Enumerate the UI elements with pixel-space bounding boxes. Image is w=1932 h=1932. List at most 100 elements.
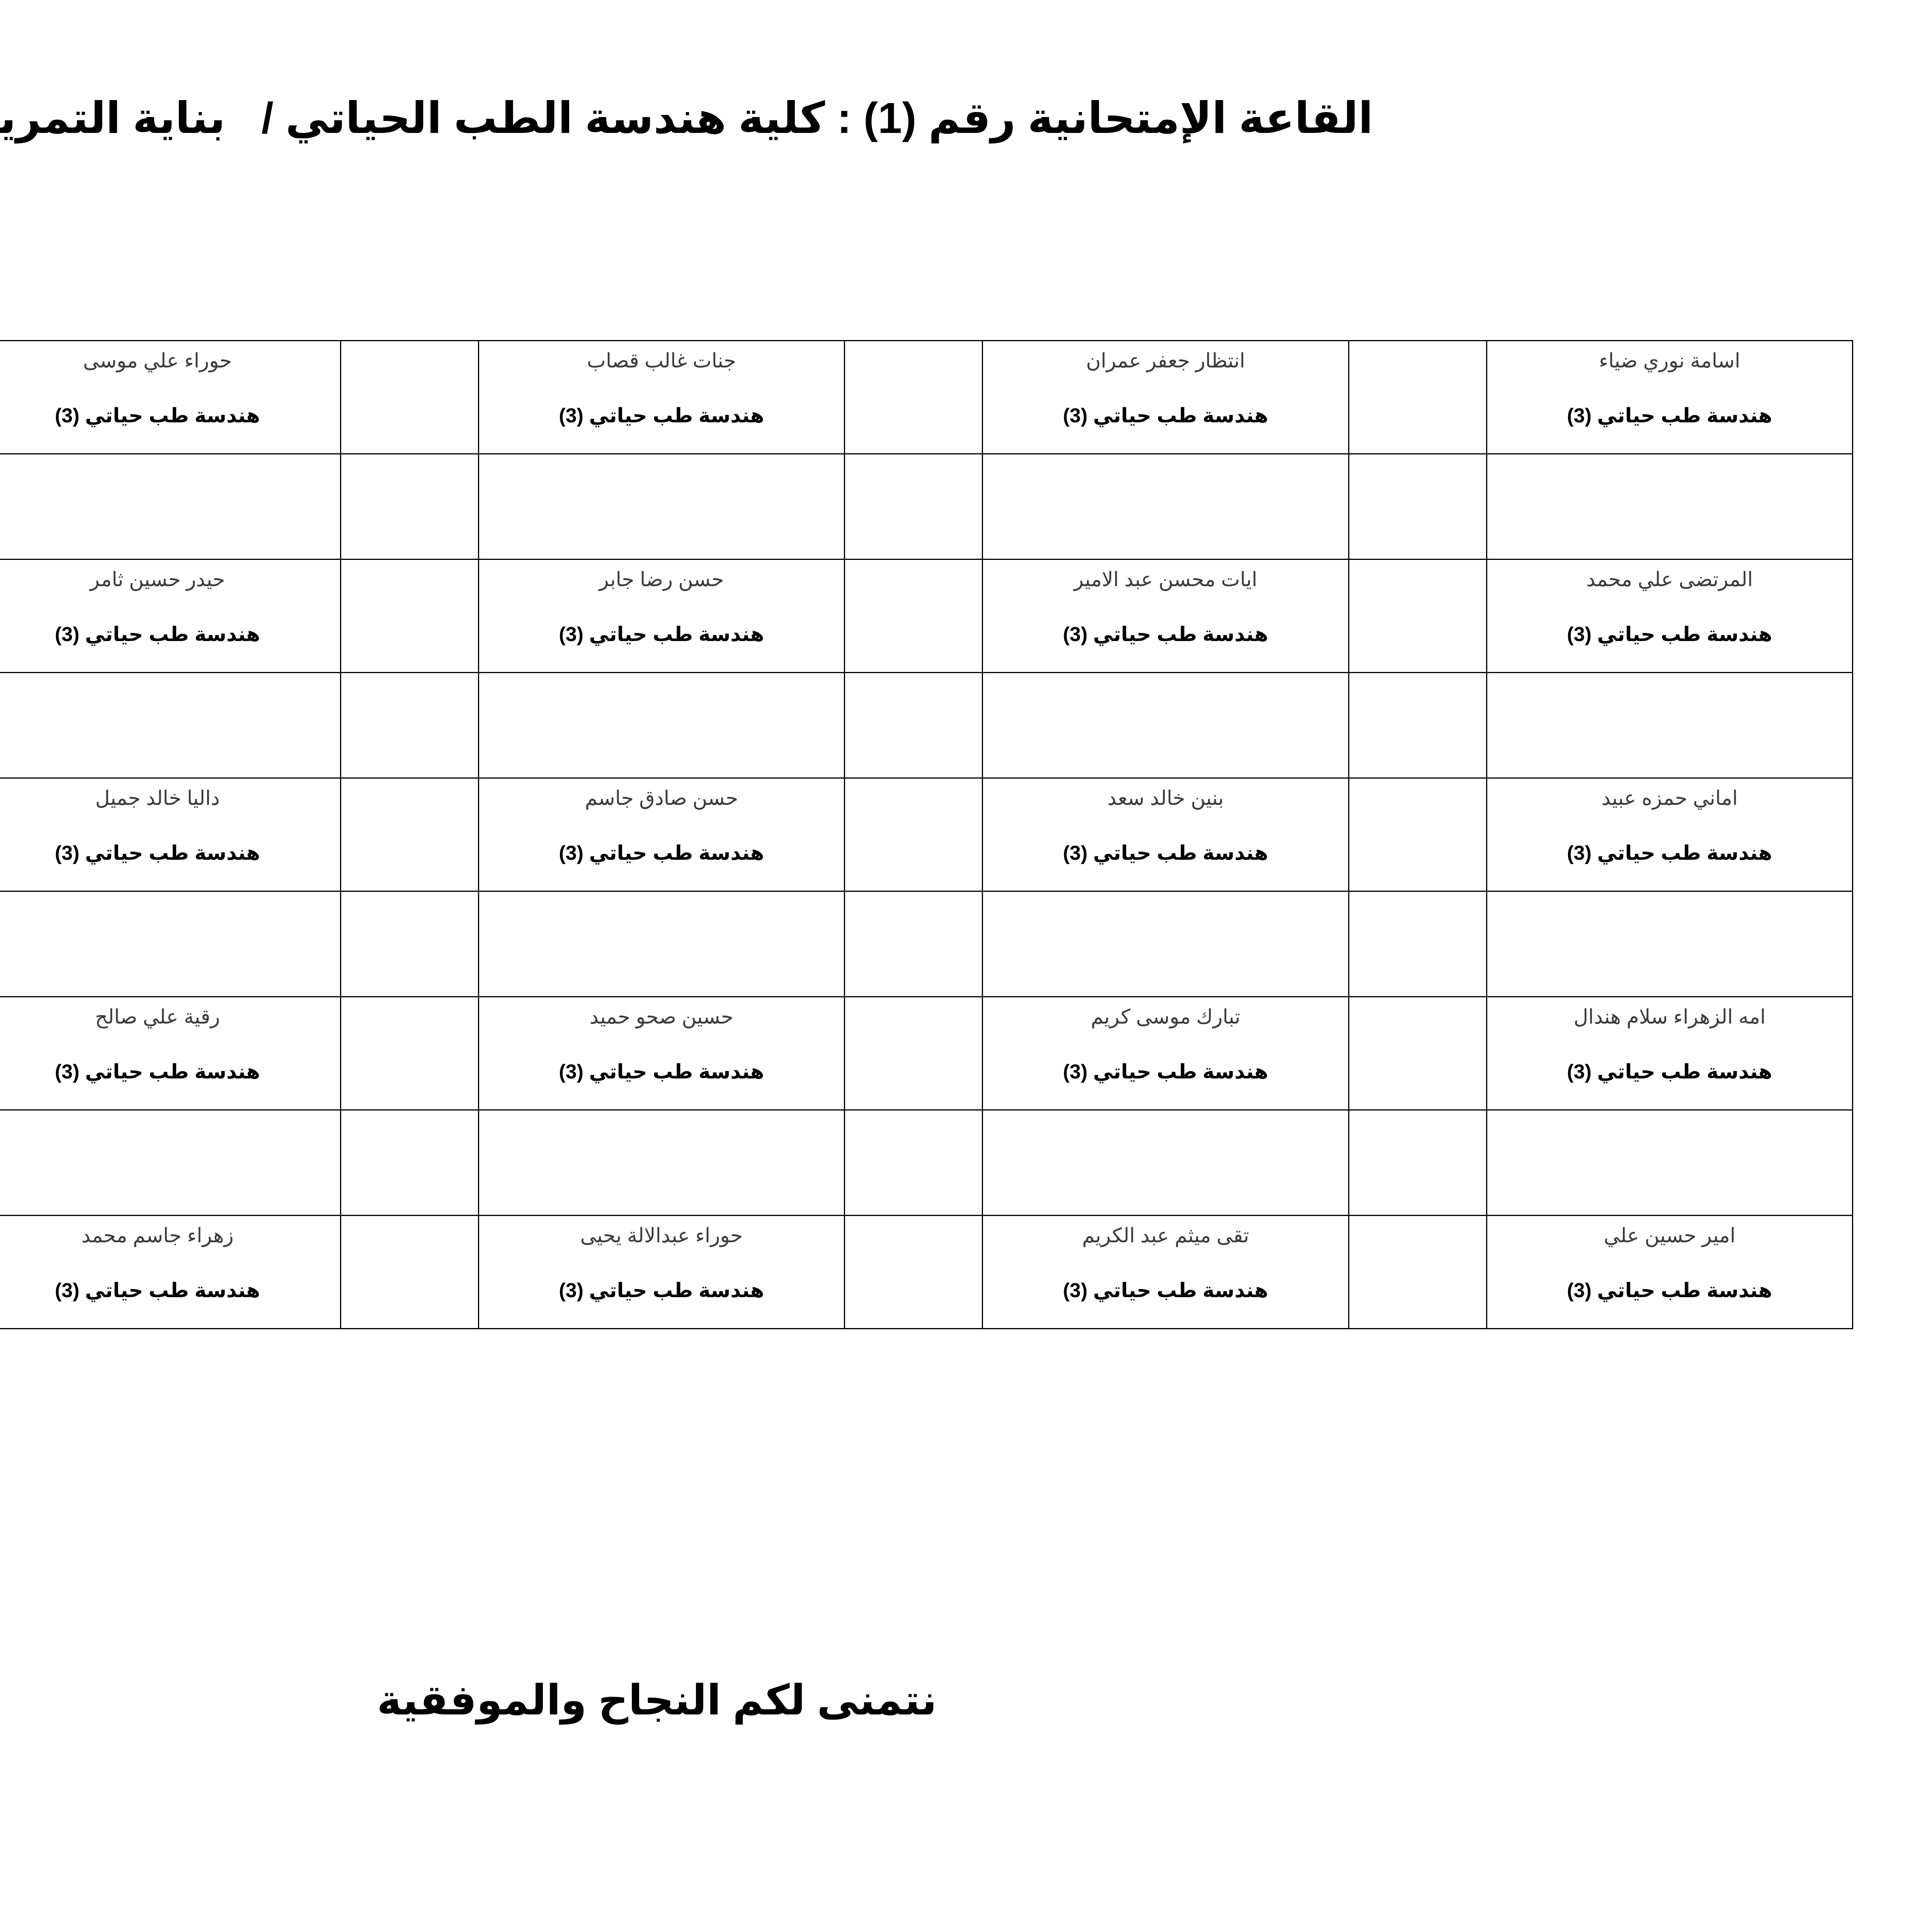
student-department: هندسة طب حياتي (3) bbox=[559, 842, 764, 864]
table-row: اماني حمزه عبيد هندسة طب حياتي (3) بنين … bbox=[0, 777, 1854, 892]
empty-cell bbox=[1486, 1109, 1854, 1216]
gap-cell bbox=[1348, 672, 1487, 779]
seating-table-body: اسامة نوري ضياء هندسة طب حياتي (3) انتظا… bbox=[0, 340, 1854, 1329]
gap-cell bbox=[340, 1215, 479, 1329]
table-row: اسامة نوري ضياء هندسة طب حياتي (3) انتظا… bbox=[0, 340, 1854, 454]
student-department: هندسة طب حياتي (3) bbox=[1063, 404, 1269, 427]
gap-cell bbox=[340, 340, 479, 454]
seat-cell[interactable]: رقية علي صالح هندسة طب حياتي (3) bbox=[0, 996, 341, 1111]
student-name: زهراء جاسم محمد bbox=[81, 1225, 234, 1247]
table-row: المرتضى علي محمد هندسة طب حياتي (3) ايات… bbox=[0, 559, 1854, 673]
page-title-container: القاعة الإمتحانية رقم (1) : كلية هندسة ا… bbox=[0, 89, 1932, 147]
student-department: هندسة طب حياتي (3) bbox=[1063, 1060, 1269, 1083]
student-name: تبارك موسى كريم bbox=[1090, 1006, 1240, 1028]
empty-cell bbox=[1486, 672, 1854, 779]
student-name: داليا خالد جميل bbox=[95, 787, 220, 810]
gap-cell bbox=[340, 672, 479, 779]
student-department: هندسة طب حياتي (3) bbox=[559, 1279, 764, 1302]
seat-cell[interactable]: داليا خالد جميل هندسة طب حياتي (3) bbox=[0, 777, 341, 892]
student-name: حسن صادق جاسم bbox=[585, 787, 738, 810]
student-name: تقى ميثم عبد الكريم bbox=[1082, 1225, 1249, 1247]
student-department: هندسة طب حياتي (3) bbox=[1063, 842, 1269, 864]
seat-cell[interactable]: حوراء عبدالالة يحيى هندسة طب حياتي (3) bbox=[478, 1215, 845, 1329]
table-spacer-row bbox=[0, 1109, 1854, 1216]
empty-cell bbox=[0, 672, 341, 779]
gap-cell bbox=[844, 1109, 983, 1216]
seat-cell[interactable]: المرتضى علي محمد هندسة طب حياتي (3) bbox=[1486, 559, 1854, 673]
student-department: هندسة طب حياتي (3) bbox=[54, 842, 260, 864]
empty-cell bbox=[0, 891, 341, 997]
page-title: القاعة الإمتحانية رقم (1) : كلية هندسة ا… bbox=[0, 94, 1373, 142]
student-department: هندسة طب حياتي (3) bbox=[1063, 1279, 1269, 1302]
gap-cell bbox=[1348, 1109, 1487, 1216]
empty-cell bbox=[478, 453, 845, 560]
empty-cell bbox=[982, 672, 1349, 779]
table-row: امير حسين علي هندسة طب حياتي (3) تقى ميث… bbox=[0, 1215, 1854, 1329]
gap-cell bbox=[844, 453, 983, 560]
empty-cell bbox=[478, 1109, 845, 1216]
seat-cell[interactable]: حيدر حسين ثامر هندسة طب حياتي (3) bbox=[0, 559, 341, 673]
student-department: هندسة طب حياتي (3) bbox=[54, 1279, 260, 1302]
seat-cell[interactable]: حسن صادق جاسم هندسة طب حياتي (3) bbox=[478, 777, 845, 892]
student-name: جنات غالب قصاب bbox=[587, 350, 736, 372]
student-department: هندسة طب حياتي (3) bbox=[54, 404, 260, 427]
seat-cell[interactable]: تقى ميثم عبد الكريم هندسة طب حياتي (3) bbox=[982, 1215, 1349, 1329]
gap-cell bbox=[844, 777, 983, 892]
seat-cell[interactable]: امير حسين علي هندسة طب حياتي (3) bbox=[1486, 1215, 1854, 1329]
student-department: هندسة طب حياتي (3) bbox=[54, 1060, 260, 1083]
student-name: اسامة نوري ضياء bbox=[1599, 350, 1740, 372]
gap-cell bbox=[844, 340, 983, 454]
student-name: امير حسين علي bbox=[1604, 1225, 1736, 1247]
gap-cell bbox=[340, 1109, 479, 1216]
seat-cell[interactable]: اماني حمزه عبيد هندسة طب حياتي (3) bbox=[1486, 777, 1854, 892]
seat-cell[interactable]: امه الزهراء سلام هندال هندسة طب حياتي (3… bbox=[1486, 996, 1854, 1111]
seat-cell[interactable]: حسين صحو حميد هندسة طب حياتي (3) bbox=[478, 996, 845, 1111]
seat-cell[interactable]: تبارك موسى كريم هندسة طب حياتي (3) bbox=[982, 996, 1349, 1111]
seat-cell[interactable]: بنين خالد سعد هندسة طب حياتي (3) bbox=[982, 777, 1349, 892]
empty-cell bbox=[0, 453, 341, 560]
gap-cell bbox=[844, 891, 983, 997]
student-name: حسين صحو حميد bbox=[589, 1006, 734, 1028]
empty-cell bbox=[1486, 891, 1854, 997]
student-department: هندسة طب حياتي (3) bbox=[1567, 842, 1772, 864]
seat-cell[interactable]: اسامة نوري ضياء هندسة طب حياتي (3) bbox=[1486, 340, 1854, 454]
seat-cell[interactable]: حسن رضا جابر هندسة طب حياتي (3) bbox=[478, 559, 845, 673]
seat-cell[interactable]: زهراء جاسم محمد هندسة طب حياتي (3) bbox=[0, 1215, 341, 1329]
gap-cell bbox=[340, 996, 479, 1111]
student-department: هندسة طب حياتي (3) bbox=[54, 623, 260, 646]
student-department: هندسة طب حياتي (3) bbox=[1567, 1060, 1772, 1083]
gap-cell bbox=[844, 996, 983, 1111]
seat-cell[interactable]: ايات محسن عبد الامير هندسة طب حياتي (3) bbox=[982, 559, 1349, 673]
empty-cell bbox=[1486, 453, 1854, 560]
student-department: هندسة طب حياتي (3) bbox=[1567, 623, 1772, 646]
empty-cell bbox=[982, 891, 1349, 997]
student-department: هندسة طب حياتي (3) bbox=[559, 623, 764, 646]
gap-cell bbox=[340, 453, 479, 560]
empty-cell bbox=[478, 891, 845, 997]
gap-cell bbox=[340, 559, 479, 673]
student-department: هندسة طب حياتي (3) bbox=[559, 404, 764, 427]
student-name: حوراء عبدالالة يحيى bbox=[580, 1225, 743, 1247]
student-department: هندسة طب حياتي (3) bbox=[1567, 404, 1772, 427]
seat-cell[interactable]: حوراء علي موسى هندسة طب حياتي (3) bbox=[0, 340, 341, 454]
seat-cell[interactable]: انتظار جعفر عمران هندسة طب حياتي (3) bbox=[982, 340, 1349, 454]
empty-cell bbox=[982, 453, 1349, 560]
footer-container: نتمنى لكم النجاح والموفقية bbox=[0, 1673, 1932, 1727]
table-row: امه الزهراء سلام هندال هندسة طب حياتي (3… bbox=[0, 996, 1854, 1111]
gap-cell bbox=[1348, 996, 1487, 1111]
student-name: اماني حمزه عبيد bbox=[1601, 787, 1738, 810]
student-name: رقية علي صالح bbox=[95, 1006, 220, 1028]
footer-message: نتمنى لكم النجاح والموفقية bbox=[377, 1677, 937, 1723]
student-department: هندسة طب حياتي (3) bbox=[559, 1060, 764, 1083]
student-name: بنين خالد سعد bbox=[1107, 787, 1224, 810]
gap-cell bbox=[1348, 891, 1487, 997]
table-spacer-row bbox=[0, 672, 1854, 779]
gap-cell bbox=[1348, 1215, 1487, 1329]
gap-cell bbox=[340, 777, 479, 892]
student-name: انتظار جعفر عمران bbox=[1086, 350, 1245, 372]
seat-cell[interactable]: جنات غالب قصاب هندسة طب حياتي (3) bbox=[478, 340, 845, 454]
student-department: هندسة طب حياتي (3) bbox=[1063, 623, 1269, 646]
student-name: المرتضى علي محمد bbox=[1586, 568, 1753, 591]
empty-cell bbox=[478, 672, 845, 779]
